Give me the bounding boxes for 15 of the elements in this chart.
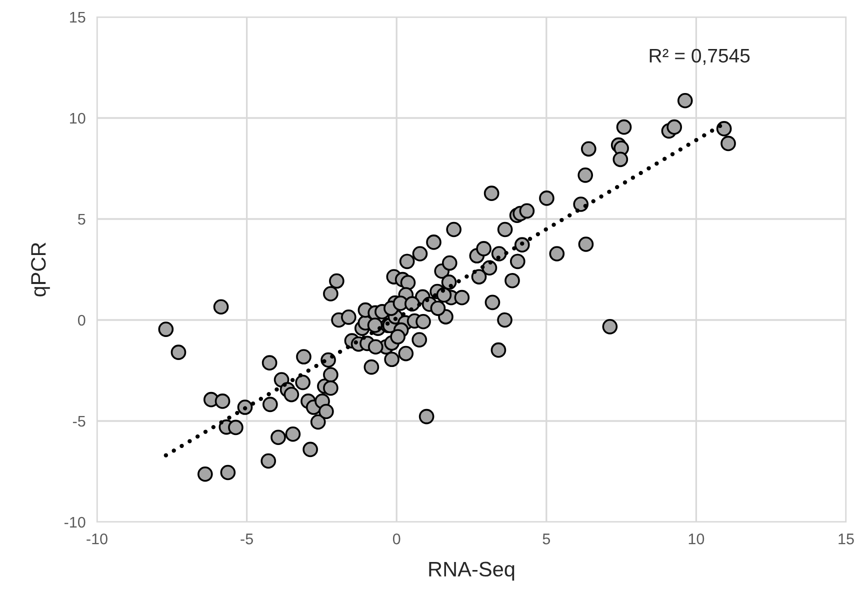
- x-tick-label: 10: [688, 534, 704, 544]
- y-tick-label: 5: [78, 214, 86, 225]
- x-tick-label: -5: [240, 534, 253, 544]
- y-tick-label: 0: [78, 314, 86, 326]
- y-tick-label: -5: [72, 416, 86, 427]
- x-tick-label: 0: [392, 534, 400, 544]
- annotation: R² = 0,7545: [650, 48, 750, 65]
- y-tick-label: -10: [64, 516, 86, 528]
- y-tick-label: 10: [70, 112, 86, 124]
- y-axis-title: qPCR: [31, 242, 50, 296]
- x-tick-label: -10: [86, 534, 108, 544]
- y-tick-label: 15: [70, 12, 86, 23]
- x-tick-label: 5: [542, 534, 550, 544]
- x-tick-label: 15: [838, 534, 854, 544]
- x-axis-title: RNA-Seq: [429, 562, 514, 581]
